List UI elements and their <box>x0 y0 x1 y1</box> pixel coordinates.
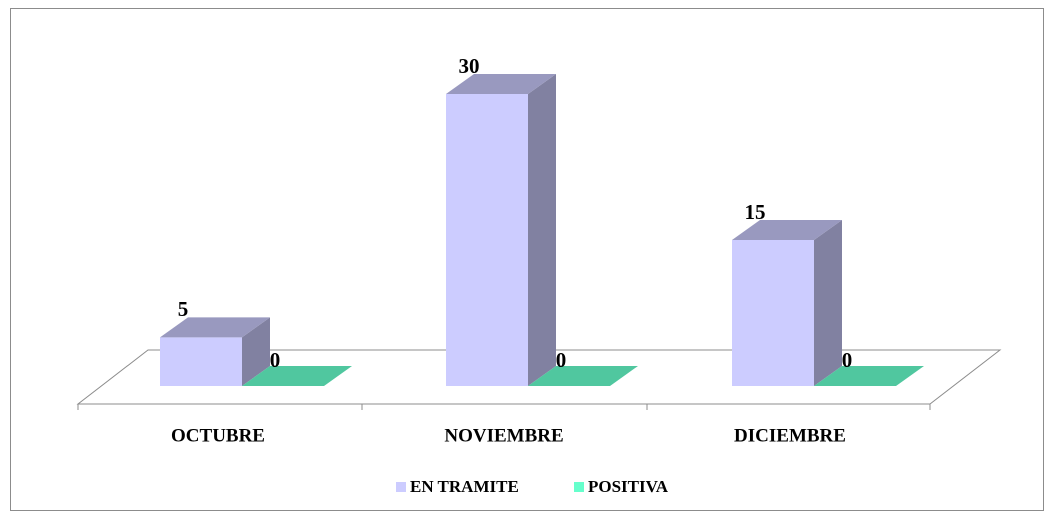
bar-top <box>528 366 638 386</box>
bar-top <box>446 74 556 94</box>
bar-top <box>242 366 352 386</box>
bar-side <box>528 74 556 386</box>
data-label: 0 <box>556 348 567 372</box>
bar-front <box>160 337 242 386</box>
floor-ticks <box>77 404 931 410</box>
bar-top <box>814 366 924 386</box>
legend-label: EN TRAMITE <box>410 477 519 496</box>
bar-top <box>160 317 270 338</box>
data-label: 5 <box>178 297 189 321</box>
bar <box>732 220 842 386</box>
x-tick-label: NOVIEMBRE <box>444 425 563 446</box>
data-label: 15 <box>745 200 766 224</box>
bar-front <box>446 94 528 386</box>
bar <box>242 366 352 386</box>
legend-swatch <box>396 482 406 492</box>
bar-side <box>814 220 842 386</box>
bar <box>160 317 270 386</box>
x-tick-label: OCTUBRE <box>171 425 265 446</box>
bar <box>528 366 638 386</box>
bar <box>446 74 556 386</box>
bar-front <box>732 240 814 386</box>
bar <box>814 366 924 386</box>
data-label: 0 <box>842 348 853 372</box>
x-tick-label: DICIEMBRE <box>734 425 846 446</box>
legend-swatch <box>574 482 584 492</box>
data-label: 0 <box>270 348 281 372</box>
bar-top <box>732 220 842 240</box>
data-label: 30 <box>459 54 480 78</box>
bar-side <box>242 317 270 386</box>
legend-label: POSITIVA <box>588 477 669 496</box>
